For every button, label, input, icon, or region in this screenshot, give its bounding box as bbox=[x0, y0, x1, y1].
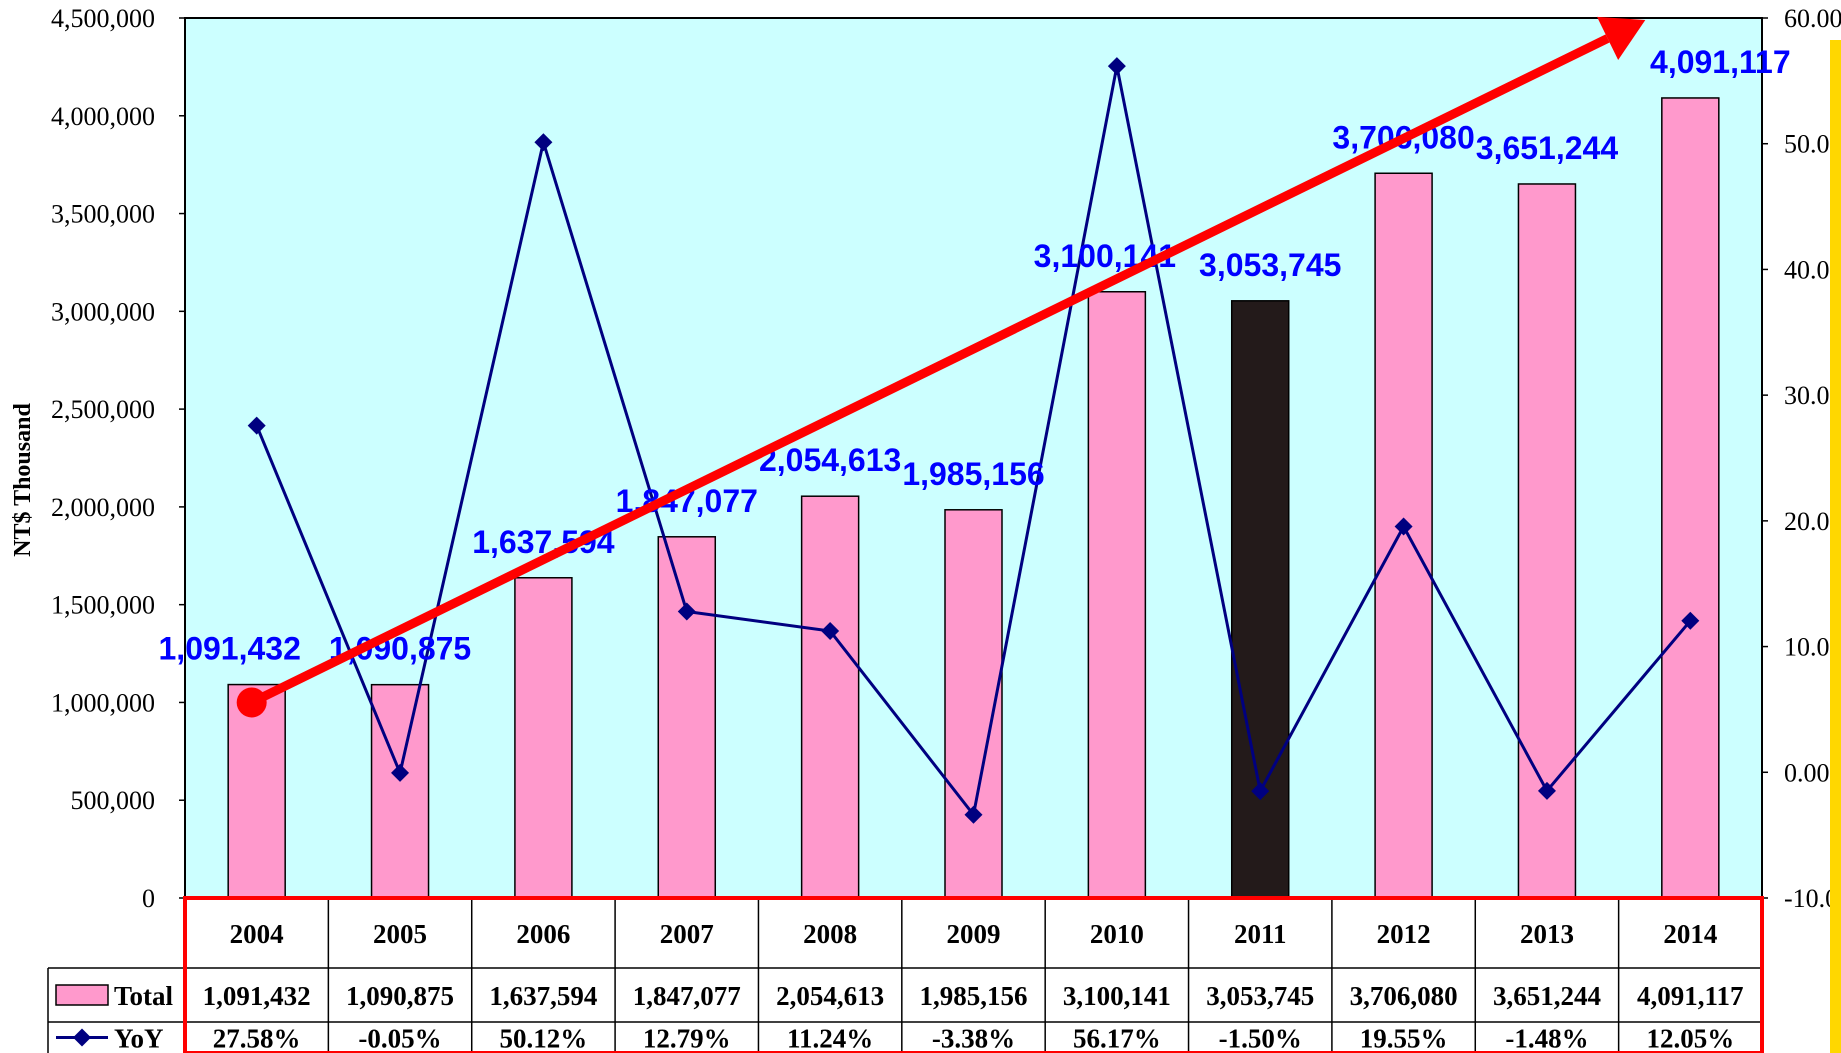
table-total-cell: 1,090,875 bbox=[346, 981, 454, 1011]
total-data-label: 3,100,141 bbox=[1034, 238, 1176, 274]
table-yoy-cell: 12.79% bbox=[643, 1024, 731, 1053]
table-yoy-cell: 56.17% bbox=[1073, 1024, 1161, 1053]
legend-key-yoy-marker bbox=[73, 1028, 91, 1047]
table-total-cell: 1,637,594 bbox=[489, 981, 597, 1011]
total-bar bbox=[800, 495, 860, 899]
trend-arrow-start-dot bbox=[236, 687, 267, 718]
yoy-marker bbox=[821, 621, 840, 640]
total-data-label: 3,651,244 bbox=[1476, 130, 1619, 166]
yoy-marker bbox=[391, 763, 410, 782]
total-data-label: 1,091,432 bbox=[159, 631, 301, 667]
y-tick-label: 2,500,000 bbox=[51, 395, 155, 424]
yoy-marker bbox=[1107, 57, 1126, 76]
total-data-label: 1,090,875 bbox=[329, 631, 471, 667]
total-bar bbox=[370, 683, 430, 899]
total-bar bbox=[1087, 291, 1147, 899]
table-total-cell: 3,100,141 bbox=[1063, 981, 1171, 1011]
table-yoy-cell: 50.12% bbox=[500, 1024, 588, 1053]
table-year-cell: 2012 bbox=[1377, 919, 1431, 949]
yoy-marker bbox=[1251, 782, 1270, 801]
table-year-cell: 2008 bbox=[803, 919, 857, 949]
yoy-marker bbox=[964, 805, 983, 824]
table-yoy-cell: -1.48% bbox=[1505, 1024, 1588, 1053]
y-tick-label: 2,000,000 bbox=[51, 493, 155, 522]
yoy-marker bbox=[677, 602, 696, 621]
yoy-marker bbox=[1394, 517, 1413, 536]
table-total-cell: 1,847,077 bbox=[633, 981, 741, 1011]
trend-arrow-shaft bbox=[249, 34, 1610, 707]
table-yoy-cell: 19.55% bbox=[1360, 1024, 1448, 1053]
table-year-cell: 2010 bbox=[1090, 919, 1144, 949]
table-year-cell: 2009 bbox=[947, 919, 1001, 949]
trend-arrow-head bbox=[1597, 16, 1646, 61]
legend-label-yoy: YoY bbox=[114, 1024, 164, 1053]
table-year-cell: 2007 bbox=[660, 919, 714, 949]
table-total-cell: 4,091,117 bbox=[1637, 981, 1744, 1011]
table-year-cell: 2004 bbox=[230, 919, 284, 949]
y-tick-label: 1,000,000 bbox=[51, 688, 155, 717]
total-bar bbox=[1230, 300, 1290, 899]
total-bar bbox=[1374, 172, 1433, 899]
y-tick-label: 4,000,000 bbox=[51, 102, 155, 131]
total-data-label: 4,091,117 bbox=[1650, 44, 1791, 80]
total-data-label: 3,053,745 bbox=[1199, 247, 1341, 283]
table-year-cell: 2006 bbox=[516, 919, 570, 949]
total-bar bbox=[514, 577, 573, 899]
table-yoy-cell: 27.58% bbox=[213, 1024, 301, 1053]
total-data-label: 2,054,613 bbox=[759, 442, 901, 478]
yoy-marker bbox=[1537, 781, 1556, 800]
table-total-cell: 1,091,432 bbox=[203, 981, 311, 1011]
table-year-cell: 2013 bbox=[1520, 919, 1574, 949]
table-yoy-cell: -1.50% bbox=[1219, 1024, 1302, 1053]
y-tick-label: 3,000,000 bbox=[51, 297, 155, 326]
total-data-label: 1,985,156 bbox=[902, 456, 1044, 492]
y-tick-label: 3,500,000 bbox=[51, 200, 155, 229]
y2-tick-label: 60.00 bbox=[1784, 4, 1841, 33]
right-edge-stripe bbox=[1830, 40, 1841, 1053]
total-bar bbox=[657, 536, 717, 899]
y-tick-label: 0 bbox=[142, 884, 155, 913]
table-yoy-cell: 11.24% bbox=[787, 1024, 873, 1053]
table-total-cell: 2,054,613 bbox=[776, 981, 884, 1011]
total-bar bbox=[227, 683, 286, 899]
table-total-cell: 3,651,244 bbox=[1493, 981, 1601, 1011]
total-bar bbox=[1661, 97, 1720, 899]
y-tick-label: 4,500,000 bbox=[51, 4, 155, 33]
table-total-cell: 3,053,745 bbox=[1206, 981, 1314, 1011]
y2-tick-label: -10.0 bbox=[1784, 884, 1838, 913]
yoy-marker bbox=[534, 133, 553, 152]
total-bar bbox=[944, 509, 1003, 899]
y-tick-label: 1,500,000 bbox=[51, 591, 155, 620]
legend-key-total bbox=[55, 984, 109, 1006]
table-highlight-frame bbox=[183, 896, 1764, 1053]
total-data-label: 1,637,594 bbox=[472, 524, 615, 560]
table-year-cell: 2014 bbox=[1663, 919, 1717, 949]
table-yoy-cell: -0.05% bbox=[358, 1024, 441, 1053]
table-yoy-cell: 12.05% bbox=[1646, 1024, 1734, 1053]
table-total-cell: 3,706,080 bbox=[1350, 981, 1458, 1011]
table-year-cell: 2005 bbox=[373, 919, 427, 949]
table-total-cell: 1,985,156 bbox=[920, 981, 1028, 1011]
table-yoy-cell: -3.38% bbox=[932, 1024, 1015, 1053]
y-tick-label: 500,000 bbox=[71, 786, 156, 815]
yoy-marker bbox=[247, 416, 266, 435]
yoy-marker bbox=[1681, 611, 1700, 630]
legend-label-total: Total bbox=[114, 981, 174, 1011]
table-year-cell: 2011 bbox=[1234, 919, 1287, 949]
y-axis-title: NT$ Thousand bbox=[10, 403, 36, 557]
